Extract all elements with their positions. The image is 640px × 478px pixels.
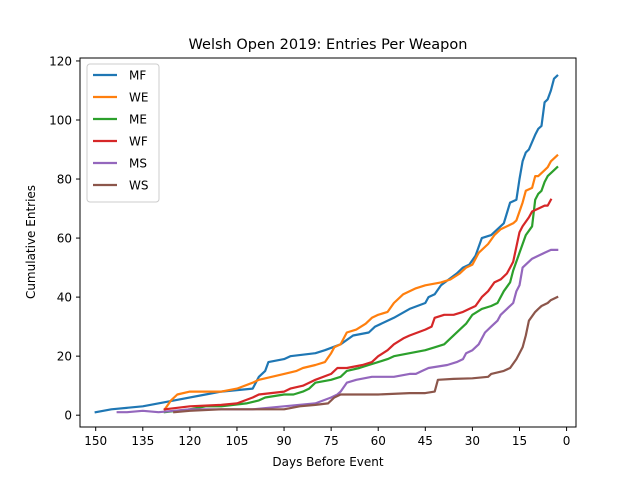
- series-line-wf: [163, 198, 553, 411]
- legend: MF WE ME WF MS WS: [86, 63, 160, 203]
- legend-label-ms: MS: [129, 157, 147, 171]
- y-tick-label: 100: [49, 113, 72, 127]
- x-tick-label: 30: [465, 434, 480, 448]
- y-tick-label: 60: [57, 232, 72, 246]
- x-tick-label: 60: [371, 434, 386, 448]
- y-tick-label: 120: [49, 54, 72, 68]
- series-line-mf: [94, 74, 559, 414]
- y-tick-label: 0: [64, 409, 72, 423]
- plot-frame: [79, 57, 577, 428]
- legend-label-ws: WS: [129, 179, 148, 193]
- x-tick-label: 75: [323, 434, 338, 448]
- x-axis-label: Days Before Event: [272, 455, 383, 469]
- y-tick-label: 40: [57, 291, 72, 305]
- x-tick-label: 150: [84, 434, 107, 448]
- series-line-we: [163, 153, 559, 411]
- x-axis-ticks: 150 135 120 105 90 75 60 45 30 15 0: [84, 427, 570, 448]
- legend-label-wf: WF: [129, 135, 148, 149]
- legend-box: [86, 63, 160, 203]
- legend-label-we: WE: [129, 91, 148, 105]
- legend-label-me: ME: [129, 113, 147, 127]
- series-line-me: [163, 165, 559, 414]
- series-line-ms: [116, 248, 559, 414]
- x-tick-label: 105: [226, 434, 249, 448]
- x-tick-label: 15: [512, 434, 527, 448]
- series-layer: [94, 74, 559, 414]
- y-tick-label: 20: [57, 350, 72, 364]
- chart-title: Welsh Open 2019: Entries Per Weapon: [189, 37, 468, 53]
- x-tick-label: 120: [178, 434, 201, 448]
- y-axis-label: Cumulative Entries: [24, 185, 38, 299]
- x-tick-label: 45: [418, 434, 433, 448]
- series-line-ws: [173, 295, 559, 414]
- y-axis-ticks: 0 20 40 60 80 100 120: [49, 54, 80, 423]
- legend-label-mf: MF: [129, 69, 146, 83]
- y-tick-label: 80: [57, 173, 72, 187]
- x-tick-label: 90: [276, 434, 291, 448]
- x-tick-label: 135: [131, 434, 154, 448]
- x-tick-label: 0: [563, 434, 571, 448]
